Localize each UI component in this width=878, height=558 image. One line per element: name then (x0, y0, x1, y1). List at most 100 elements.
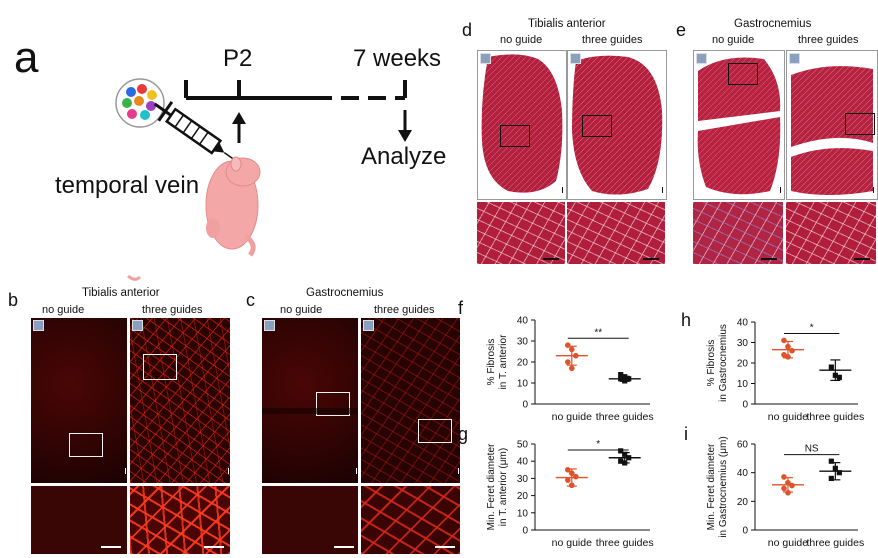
panel-c-col2: three guides (374, 304, 435, 316)
data-point (618, 372, 624, 378)
data-point (785, 343, 791, 350)
mouse-pup-icon (127, 156, 261, 281)
data-point (789, 347, 795, 354)
data-point (569, 346, 575, 353)
data-point (785, 489, 791, 496)
timeline-diagram (115, 78, 412, 281)
panel-d-title: Tibialis anterior (528, 18, 606, 30)
y-tick-label: 10 (517, 379, 529, 390)
y-tick-label: 30 (737, 338, 749, 349)
data-point (832, 465, 838, 471)
chart-f: 0 10 20 30 40 % Fibrosis in T. anterior no guid… (486, 316, 654, 424)
syringe-icon (153, 101, 238, 162)
y-tick-label: 20 (517, 491, 529, 502)
y-axis-label: in T. anterior (498, 334, 509, 390)
x-tick-label: three guides (596, 537, 654, 549)
tibialis-no-guide-image (31, 318, 127, 483)
panel-letter-g: g (458, 424, 469, 444)
data-point (618, 376, 624, 382)
data-point (626, 455, 632, 461)
significance-label: * (810, 322, 814, 333)
tibialis-mason-no-guide (477, 50, 567, 200)
gastrocnemius-no-guide-image (262, 318, 358, 483)
data-point (618, 448, 624, 454)
x-tick-label: three guides (596, 411, 654, 423)
data-point (565, 477, 571, 483)
analyze-label: Analyze (361, 143, 447, 170)
gastrocnemius-mason-no-guide (693, 50, 785, 200)
chart-i: 0 20 40 60 Min. Feret diameter in Gastrocnemi… (706, 436, 864, 549)
y-tick-label: 20 (737, 497, 749, 508)
tibialis-no-guide-zoom (31, 486, 127, 554)
tibialis-three-guides-image (130, 318, 230, 483)
y-tick-label: 10 (737, 379, 749, 390)
data-point (622, 460, 628, 466)
chart-g: 0 10 20 30 40 50 Min. Feret diameter in T. ante… (486, 439, 654, 549)
data-point (618, 458, 624, 464)
y-axis-label: in Gastrocnemius (718, 324, 729, 402)
y-tick-label: 40 (737, 468, 749, 479)
tibialis-mason-no-guide-zoom (477, 202, 565, 264)
p2-label: P2 (223, 45, 253, 72)
gastrocnemius-no-guide-zoom (262, 486, 358, 554)
chart-h: 0 10 20 30 40 % Fibrosis in Gastrocnemius no gu… (706, 318, 864, 424)
data-point (781, 337, 787, 344)
gastrocnemius-three-guides-zoom (361, 486, 460, 554)
y-tick-label: 0 (522, 400, 528, 411)
y-axis-label: in T. anterior (μm) (498, 448, 509, 526)
data-point (828, 458, 834, 464)
y-tick-label: 50 (517, 440, 529, 451)
data-point (836, 470, 842, 476)
y-tick-label: 10 (517, 508, 529, 519)
tibialis-mason-three-guides (567, 50, 667, 200)
data-point (785, 354, 791, 360)
x-tick-label: no guide (552, 537, 592, 549)
data-point (569, 365, 575, 372)
data-point (785, 479, 791, 486)
gastrocnemius-mason-three-guides (786, 50, 878, 200)
data-point (573, 352, 579, 359)
x-tick-label: three guides (806, 411, 864, 423)
data-point (789, 482, 795, 489)
y-axis-label: % Fibrosis (486, 339, 497, 386)
y-tick-label: 0 (522, 526, 528, 537)
x-tick-label: no guide (768, 411, 808, 423)
data-point (832, 372, 838, 378)
panel-letter-i: i (684, 424, 688, 444)
y-tick-label: 60 (737, 440, 749, 451)
panel-c-col1: no guide (280, 304, 323, 316)
panel-letter-f: f (458, 298, 464, 318)
panel-letter-h: h (681, 310, 692, 330)
data-point (573, 473, 579, 480)
data-point (828, 364, 834, 370)
gastrocnemius-mason-no-guide-zoom (693, 202, 783, 264)
x-tick-label: no guide (768, 537, 808, 549)
data-point (828, 475, 834, 481)
data-point (836, 374, 842, 380)
cell-cluster-icon (115, 78, 165, 128)
y-tick-label: 0 (742, 400, 748, 411)
data-point (565, 467, 571, 473)
data-point (565, 359, 571, 365)
y-axis-label: Min. Feret diameter (706, 443, 717, 530)
panel-b-title: Tibialis anterior (82, 287, 160, 299)
x-tick-label: three guides (806, 537, 864, 549)
y-tick-label: 20 (517, 358, 529, 369)
y-tick-label: 20 (737, 359, 749, 370)
data-point (781, 474, 787, 480)
gastrocnemius-mason-three-guides-zoom (786, 202, 876, 264)
data-point (569, 482, 575, 489)
y-tick-label: 40 (517, 457, 529, 468)
significance-label: NS (805, 444, 819, 455)
significance-label: * (596, 439, 600, 450)
y-tick-label: 30 (517, 337, 529, 348)
data-point (622, 451, 628, 457)
y-tick-label: 40 (517, 316, 529, 327)
panel-e-col1: no guide (712, 34, 755, 46)
data-point (781, 485, 787, 492)
data-point (622, 374, 628, 380)
seven-weeks-label: 7 weeks (353, 45, 442, 72)
panel-d-col1: no guide (500, 34, 543, 46)
y-axis-label: Min. Feret diameter (486, 443, 497, 530)
panel-letter-a: a (14, 33, 39, 82)
